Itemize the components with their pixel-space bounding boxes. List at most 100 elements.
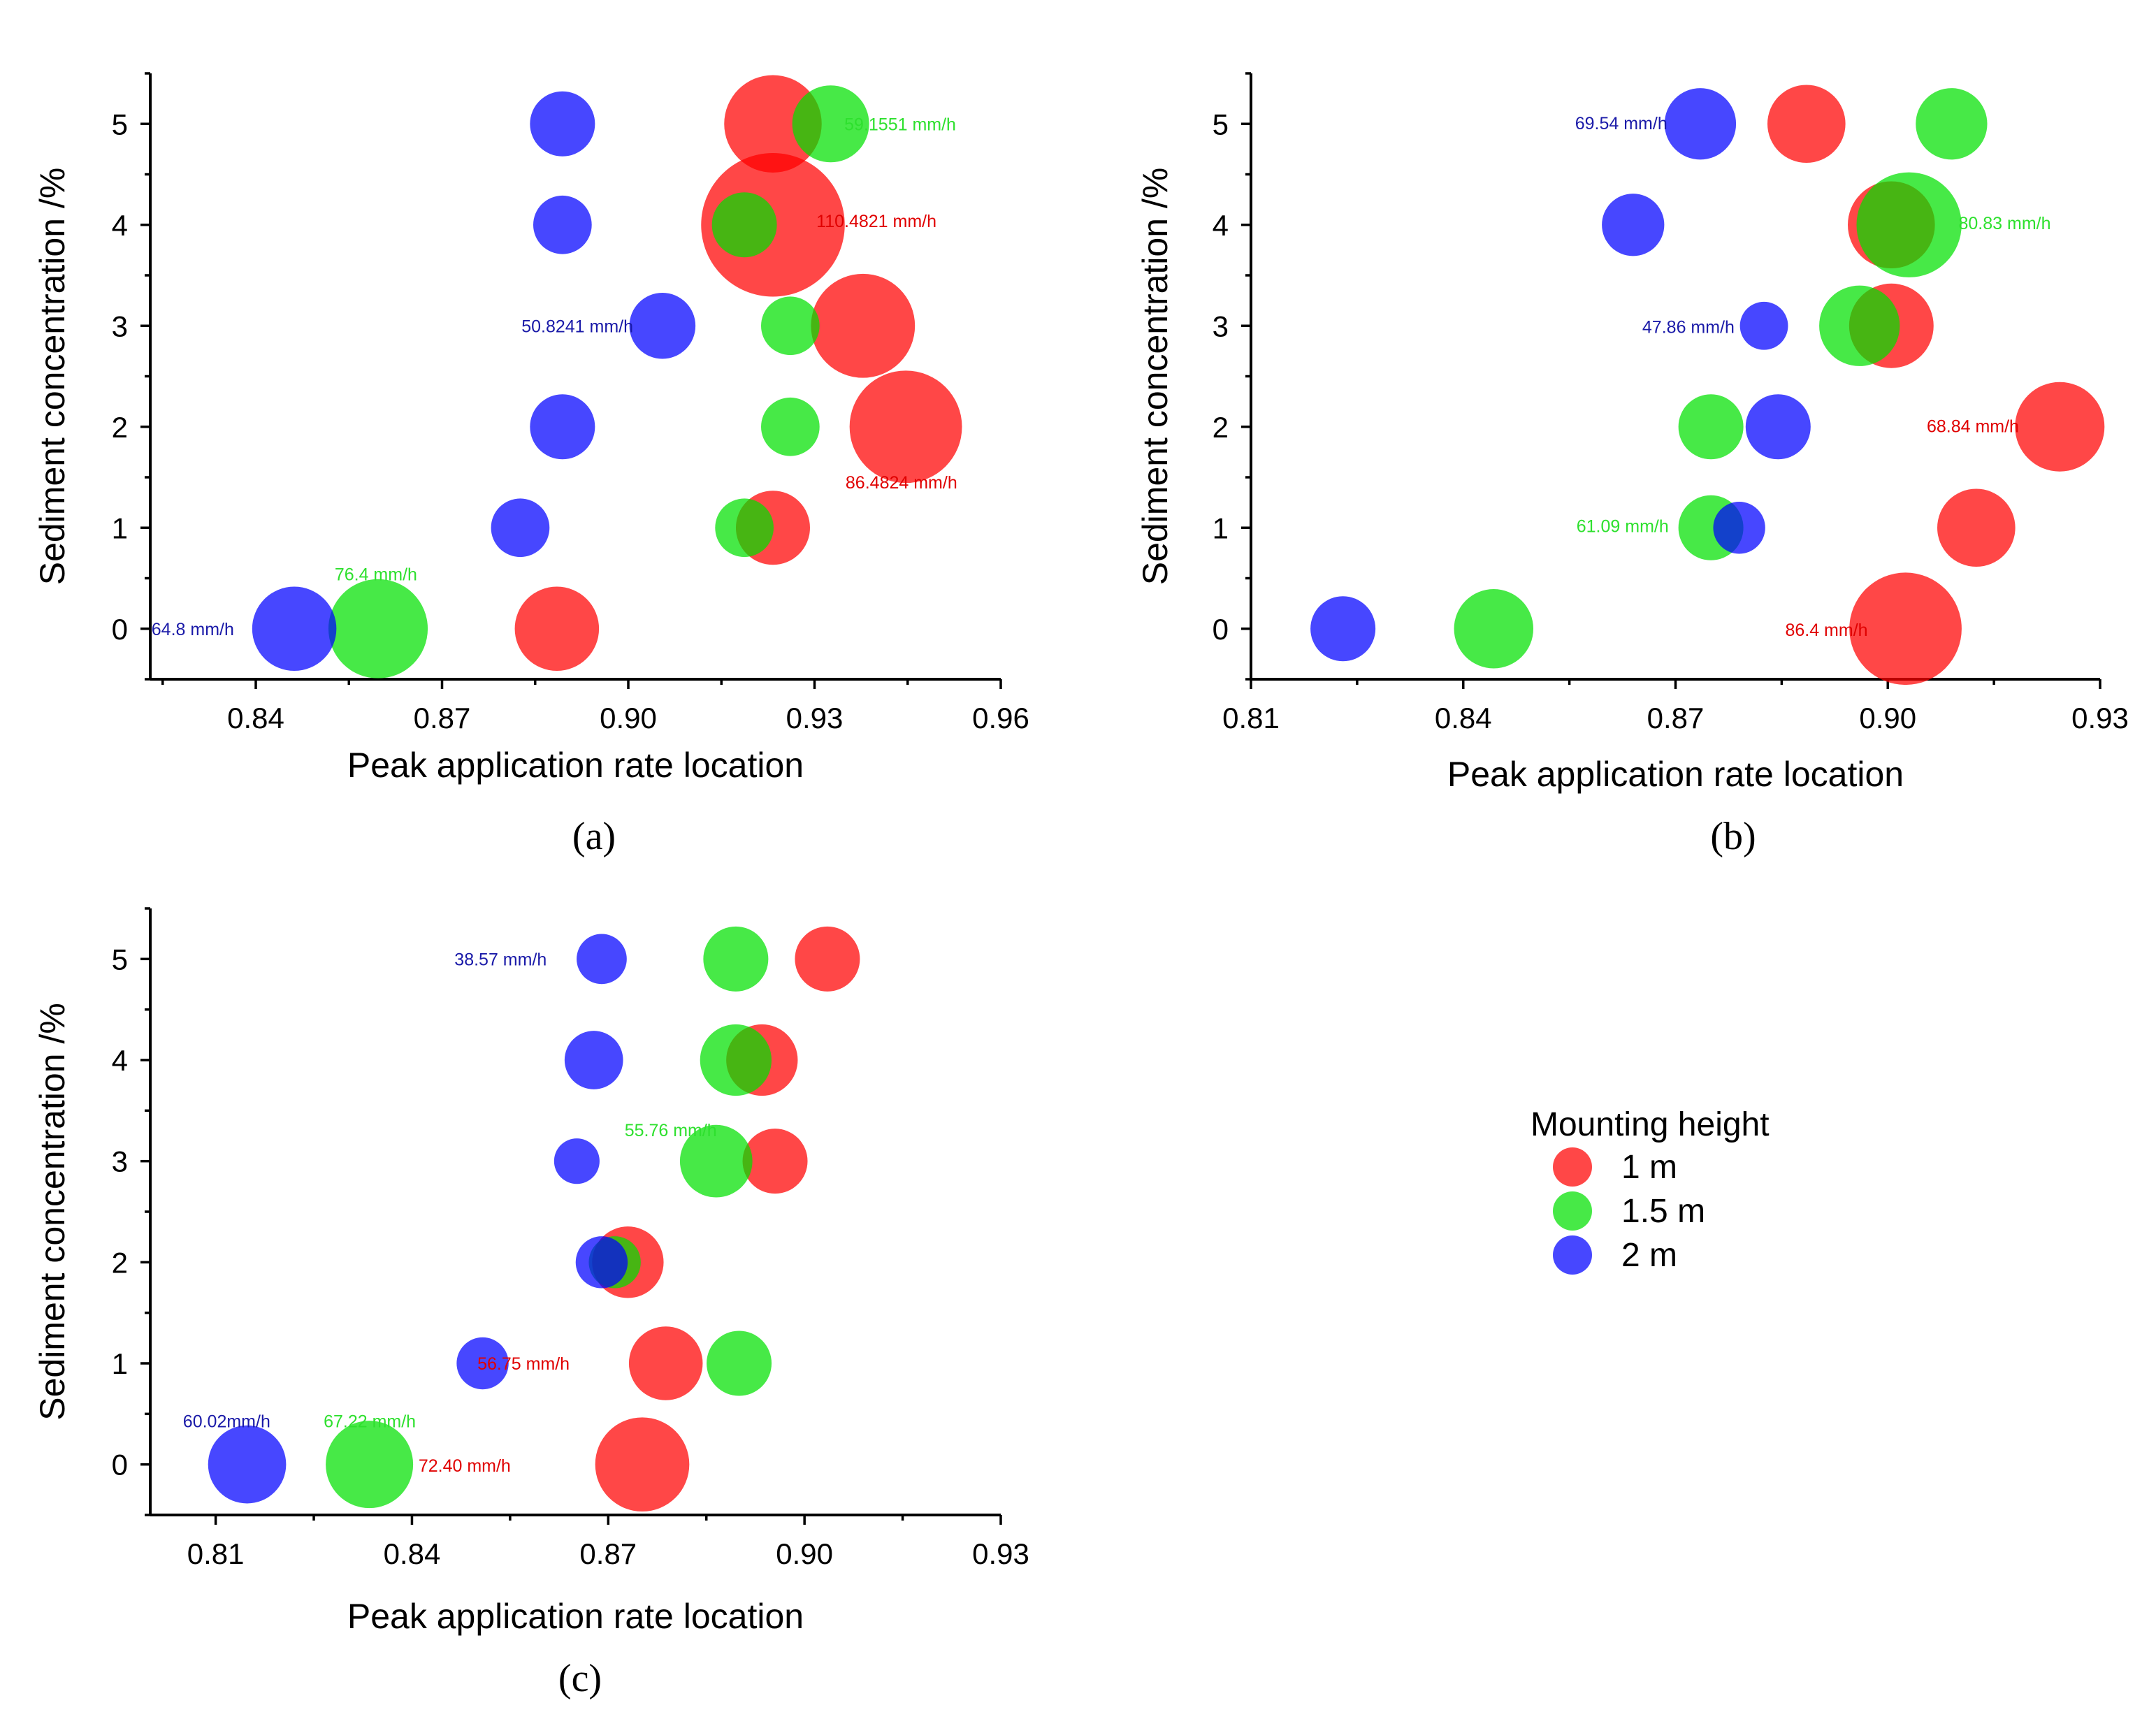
bubble-2-m [564,1031,623,1089]
panel-a: 0 1 2 3 4 5 0.84 0.87 0.90 0.93 0.96 Peak applicati… [33,72,1029,858]
x-tick-label: 0.84 [227,702,284,734]
bubble-2-m [629,292,696,359]
y-tick-label: 1 [1213,512,1229,544]
bubble-1-m [742,1129,808,1194]
legend-title: Mounting height [1531,1106,1770,1143]
x-axis-title: Peak application rate location [1447,755,1904,794]
y-tick-label: 0 [112,613,128,646]
y-tick-label: 5 [112,943,128,976]
value-annotation: 59.1551 mm/h [844,115,956,134]
bubble-2-m [575,1236,628,1289]
legend-marker-2m [1553,1235,1592,1275]
y-tick-label: 4 [112,209,128,242]
x-tick-label: 0.81 [1222,702,1280,734]
x-tick-label: 0.93 [972,1537,1029,1570]
panel-label: (c) [558,1657,602,1700]
y-tick-label: 0 [112,1449,128,1481]
y-tick-label: 5 [112,108,128,140]
chart-panels: 0 1 2 3 4 5 0.84 0.87 0.90 0.93 0.96 Peak applicati… [33,72,2129,1700]
bubble-1-5-m [711,192,777,258]
bubble-2-m [1664,88,1737,160]
x-tick-label: 0.87 [579,1537,637,1570]
value-annotation: 69.54 mm/h [1575,114,1667,133]
x-axis-title: Peak application rate location [347,746,804,785]
bubble-1-5-m [1678,394,1744,460]
bubble-2-m [1310,596,1376,662]
x-tick-label: 0.81 [187,1537,245,1570]
value-annotation: 56.75 mm/h [477,1354,570,1374]
bubble-1-m [1849,572,1962,686]
bubble-1-m [849,370,962,484]
x-tick-label: 0.96 [972,702,1029,734]
bubble-2-m [208,1425,287,1504]
bubble-2-m [1745,394,1811,460]
bubble-1-5-m [700,1024,772,1096]
panel-b: 0 1 2 3 4 5 0.81 0.84 0.87 0.90 0.93 Peak applicati… [1136,72,2129,858]
value-annotation: 110.4821 mm/h [816,212,936,231]
y-tick-label: 3 [1213,310,1229,342]
y-tick-label: 3 [112,1145,128,1178]
bubble-1-m [795,926,860,992]
bubble-1-m [2015,382,2105,472]
bubble-2-m [1713,502,1765,554]
bubble-1-m [811,273,916,378]
bubble-2-m [554,1138,600,1184]
bubble-1-5-m [326,1421,414,1509]
bubble-2-m [1602,194,1665,256]
legend-label-2m: 2 m [1621,1237,1677,1274]
x-tick-label: 0.93 [786,702,844,734]
bubble-1-m [1767,85,1846,164]
legend-marker-1m [1553,1147,1592,1187]
x-tick-label: 0.90 [1859,702,1916,734]
y-tick-label: 1 [112,1347,128,1380]
legend-label-1-5m: 1.5 m [1621,1193,1705,1230]
value-annotation: 76.4 mm/h [335,565,417,585]
bubble-1-m [514,586,600,672]
bubble-2-m [456,1337,509,1390]
x-tick-label: 0.84 [384,1537,441,1570]
y-tick-label: 2 [1213,411,1229,444]
value-annotation: 60.02mm/h [183,1412,270,1431]
y-tick-label: 2 [112,411,128,444]
panel-label: (a) [572,815,616,858]
value-annotation: 80.83 mm/h [1959,214,2051,233]
x-tick-label: 0.90 [776,1537,833,1570]
bubble-2-m [252,586,337,672]
value-annotation: 38.57 mm/h [454,950,547,969]
bubble-1-5-m [792,85,869,163]
y-axis-title: Sediment concentration /% [33,168,72,586]
value-annotation: 61.09 mm/h [1577,516,1669,536]
bubble-2-m [530,91,595,157]
bubble-1-5-m [715,498,774,558]
panel-label: (b) [1710,815,1756,858]
value-annotation: 55.76 mm/h [625,1121,717,1140]
x-tick-label: 0.87 [414,702,471,734]
bubble-1-5-m [1819,285,1900,366]
value-annotation: 50.8241 mm/h [521,317,633,336]
bubble-1-5-m [703,926,769,992]
bubble-1-5-m [761,296,820,356]
bubble-1-5-m [328,579,428,679]
value-annotation: 47.86 mm/h [1642,318,1735,338]
bubble-1-5-m [1916,88,1988,160]
legend-label-1m: 1 m [1621,1149,1677,1186]
value-annotation: 64.8 mm/h [152,620,234,639]
bubble-2-m [1739,301,1788,350]
y-tick-label: 4 [1213,209,1229,242]
value-annotation: 68.84 mm/h [1927,416,2019,436]
legend-marker-1-5m [1553,1191,1592,1231]
y-tick-label: 4 [112,1044,128,1077]
y-tick-label: 3 [112,310,128,342]
bubble-1-m [595,1417,690,1511]
bubble-2-m [491,498,550,558]
bubble-1-m [724,75,822,173]
bubble-1-5-m [761,397,820,456]
bubble-1-5-m [707,1330,772,1396]
bubble-1-5-m [1856,172,1962,277]
bubble-1-m [1937,488,2016,567]
y-tick-label: 5 [1213,108,1229,140]
legend: Mounting height 1 m 1.5 m 2 m [1531,1106,1770,1275]
y-tick-label: 2 [112,1246,128,1279]
bubble-2-m [577,934,627,985]
